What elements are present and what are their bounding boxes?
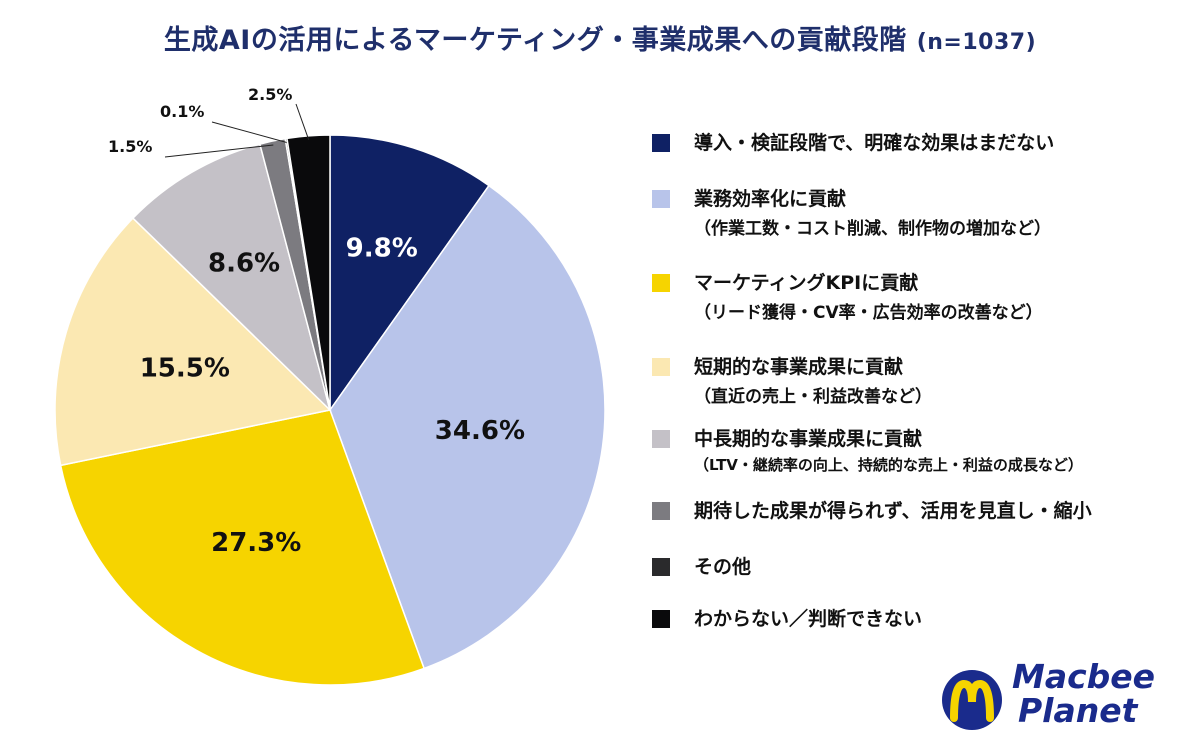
pie-slice-7 [286,134,331,411]
pie-slice-0 [329,134,491,413]
legend-label-0: 導入・検証段階で、明確な効果はまだない [694,132,1055,154]
leader-line-7 [295,103,310,141]
logo-text-line1: Macbee [1012,657,1156,696]
chart-title: 生成AIの活用によるマーケティング・事業成果への貢献段階 (n=1037) [0,18,1200,57]
legend-label-1: 業務効率化に貢献 [694,188,847,210]
legend-swatch-5 [652,502,670,520]
logo-mark-icon [942,670,1002,730]
legend-sublabel-2: （リード獲得・CV率・広告効率の改善など） [694,303,1043,323]
leader-line-6 [211,121,287,143]
legend-swatch-4 [652,430,670,448]
legend-swatch-2 [652,274,670,292]
pie-data-label-1: 34.6% [435,416,525,446]
pie-data-label-4: 8.6% [208,249,280,279]
pie-slice-3 [54,217,332,467]
legend-label-6: その他 [694,556,752,578]
legend-sublabel-3: （直近の売上・利益改善など） [694,387,932,407]
legend-swatch-7 [652,610,670,628]
chart-title-text: 生成AIの活用によるマーケティング・事業成果への貢献段階 [163,25,907,56]
pie-slice-4 [131,143,332,413]
legend-swatch-3 [652,358,670,376]
company-logo: Macbee Planet [940,660,1180,740]
legend-sublabel-4: （LTV・継続率の向上、持続的な売上・利益の成長など） [694,456,1083,474]
legend-label-7: わからない／判断できない [694,608,923,630]
legend-swatch-0 [652,134,670,152]
legend-label-4: 中長期的な事業成果に貢献 [694,428,923,450]
pie-slice-2 [59,409,426,686]
pie-data-label-5: 1.5% [108,137,152,156]
logo-text-line2: Planet [1018,691,1138,730]
leader-line-5 [164,144,274,158]
sample-size: (n=1037) [916,30,1037,55]
legend-sublabel-1: （作業工数・コスト削減、制作物の増加など） [694,219,1051,239]
pie-slice-1 [329,184,606,670]
legend-label-2: マーケティングKPIに貢献 [694,272,919,294]
pie-data-label-3: 15.5% [140,354,230,384]
legend-label-3: 短期的な事業成果に貢献 [694,356,904,378]
pie-data-label-0: 9.8% [346,234,418,264]
pie-data-label-6: 0.1% [160,102,204,121]
legend-label-5: 期待した成果が得られず、活用を見直し・縮小 [694,500,1092,522]
legend-swatch-1 [652,190,670,208]
pie-data-label-2: 27.3% [211,528,301,558]
pie-data-label-7: 2.5% [248,85,292,104]
legend-swatch-6 [652,558,670,576]
logo-text: Macbee Planet [1012,660,1155,728]
